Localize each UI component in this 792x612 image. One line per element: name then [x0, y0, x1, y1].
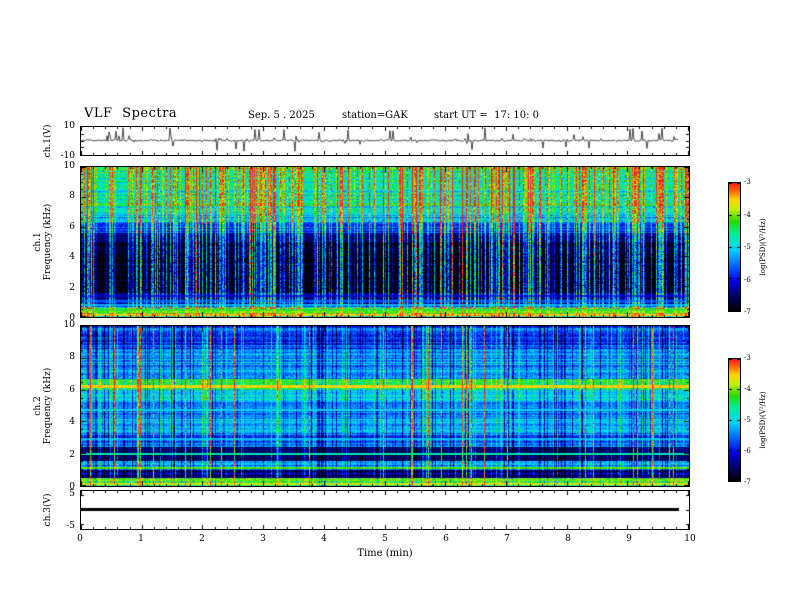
ch1-spec-y-tick-label: 10: [63, 161, 75, 171]
ch2-spec-y-tick-label: 8: [69, 352, 75, 363]
x-tick-label: 0: [77, 534, 83, 544]
colorbar2-tick-label: -6: [744, 447, 751, 455]
colorbar-ch2-label: log(PSD)(V²/Hz): [759, 391, 767, 449]
colorbar1-tick-label: -7: [744, 308, 751, 316]
colorbar-ch2-canvas: [729, 359, 740, 481]
x-tick-label: 5: [382, 534, 388, 544]
ch1-spec-y-tick-label: 0: [69, 313, 75, 323]
x-tick-label: 4: [321, 534, 327, 544]
ch1-spectrogram-panel: [80, 166, 690, 318]
colorbar2-tick-label: -7: [744, 478, 751, 486]
ch1-spec-y-tick-label: 4: [69, 252, 75, 263]
ch2-spec-y-tick-label: 2: [69, 449, 75, 460]
colorbar2-tick-label: -4: [744, 385, 751, 393]
ch1-axis-label-line2: Frequency (kHz): [43, 203, 53, 281]
x-tick-label: 10: [684, 534, 696, 544]
ch3-y-tick-label: 5: [69, 489, 75, 499]
colorbar-ch1-label: log(PSD)(V²/Hz): [759, 218, 767, 276]
ch1-frequency-axis-label: ch.1 Frequency (kHz): [33, 204, 53, 281]
ch2-frequency-axis-label: ch.2 Frequency (kHz): [33, 368, 53, 445]
ch1-spec-y-tick-label: 8: [69, 191, 75, 202]
ch2-spec-y-tick-label: 4: [69, 417, 75, 428]
x-tick-label: 9: [626, 534, 632, 544]
ch1-spec-y-tick-label: 6: [69, 221, 75, 232]
colorbar-ch1-canvas: [729, 183, 740, 311]
x-tick-label: 8: [565, 534, 571, 544]
ch2-spec-y-tick-label: 0: [69, 482, 75, 492]
x-tick-label: 3: [260, 534, 266, 544]
colorbar2-tick-label: -5: [744, 416, 751, 424]
x-tick-label: 7: [504, 534, 510, 544]
ch3-y-tick-label: -5: [66, 521, 75, 531]
ch2-axis-label-line2: Frequency (kHz): [43, 367, 53, 445]
colorbar1-tick-label: -5: [744, 243, 751, 251]
x-tick-label: 1: [138, 534, 144, 544]
ch2-axis-label-line1: ch.2: [33, 396, 43, 416]
x-tick-label: 2: [199, 534, 205, 544]
ch1-voltage-axis-label: ch.1(V): [43, 124, 53, 158]
colorbar1-tick-label: -3: [744, 178, 751, 186]
ch1-axis-label-line1: ch.1: [33, 232, 43, 252]
ch1-waveform-canvas: [81, 127, 689, 155]
ch2-spectrogram-canvas: [81, 326, 689, 486]
ch3-waveform-canvas: [81, 491, 689, 529]
ch1-spec-y-tick-label: 2: [69, 282, 75, 293]
colorbar2-tick-label: -3: [744, 354, 751, 362]
x-axis-label: Time (min): [357, 548, 413, 559]
figure-date: Sep. 5 . 2025: [248, 110, 315, 121]
ch3-waveform-panel: [80, 490, 690, 530]
ch1-waveform-panel: [80, 126, 690, 156]
station-label: station=GAK: [342, 110, 408, 121]
ch1-spectrogram-canvas: [81, 167, 689, 317]
colorbar1-tick-label: -4: [744, 210, 751, 219]
start-ut-label: start UT = 17: 10: 0: [434, 110, 540, 121]
ch2-spec-y-tick-label: 10: [63, 320, 75, 330]
ch1-wave-y-tick-label: 10: [63, 121, 75, 131]
ch1-wave-y-tick-label: -10: [60, 151, 76, 161]
colorbar-ch1: [728, 182, 741, 312]
figure-title: VLF Spectra: [84, 106, 178, 121]
ch2-spec-y-tick-label: 6: [69, 384, 75, 395]
colorbar1-tick-label: -6: [744, 275, 751, 284]
ch2-spectrogram-panel: [80, 325, 690, 487]
colorbar-ch2: [728, 358, 741, 482]
ch3-voltage-axis-label: ch.3(V): [43, 493, 53, 527]
x-tick-label: 6: [443, 534, 449, 544]
